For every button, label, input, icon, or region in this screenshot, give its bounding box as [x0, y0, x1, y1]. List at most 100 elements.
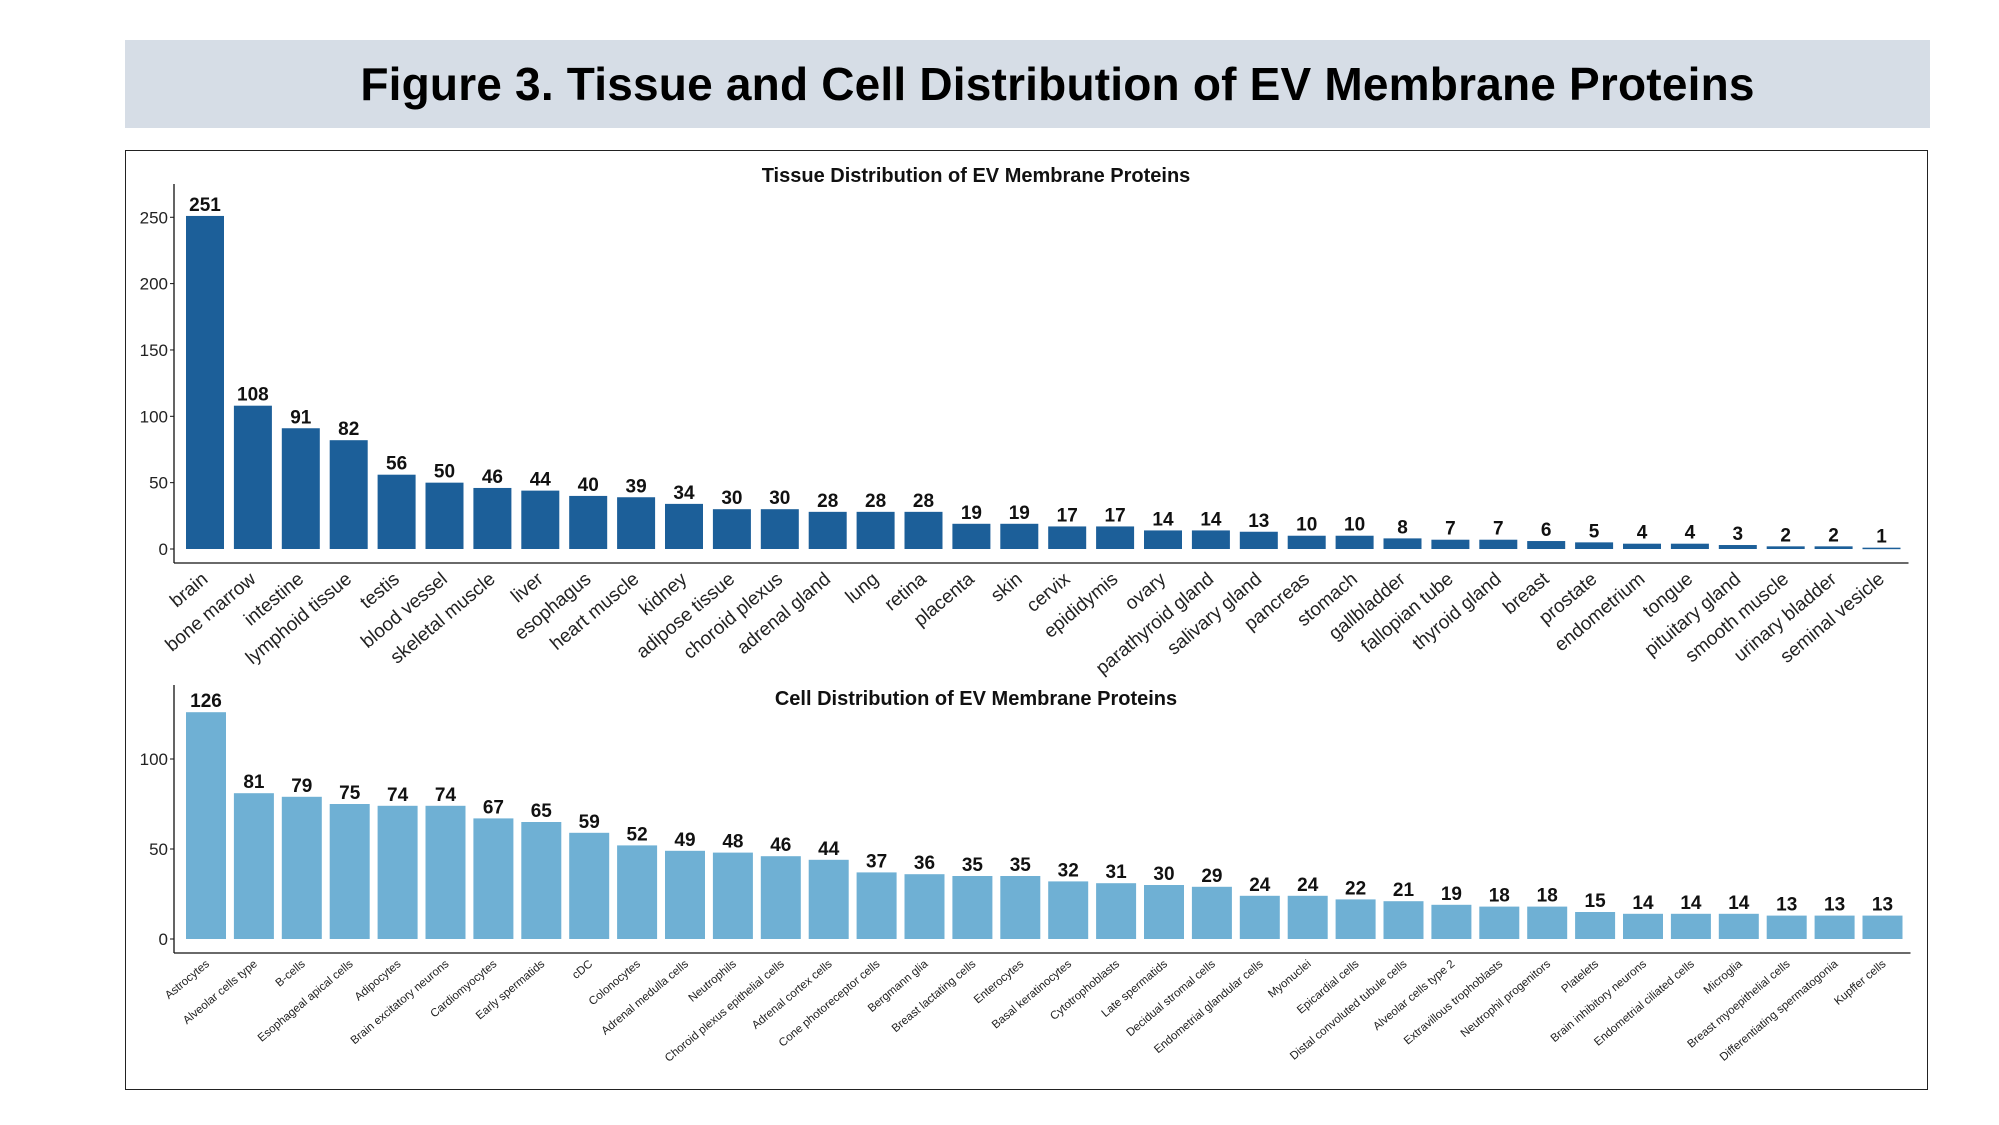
- cell-y-tick-label: 0: [159, 930, 168, 949]
- cell-category-label: Alveolar cells type 2: [1371, 958, 1457, 1033]
- tissue-value-label: 28: [817, 491, 838, 512]
- tissue-value-label: 2: [1828, 525, 1839, 546]
- tissue-value-label: 14: [1152, 509, 1174, 530]
- tissue-value-label: 8: [1397, 517, 1408, 538]
- tissue-value-label: 39: [626, 476, 647, 497]
- cell-value-label: 75: [339, 783, 361, 804]
- tissue-value-label: 56: [386, 454, 407, 475]
- cell-bar: [1144, 885, 1184, 939]
- tissue-value-label: 1: [1876, 527, 1887, 548]
- tissue-category-label: lung: [842, 569, 883, 608]
- cell-bar: [665, 850, 705, 939]
- cell-value-label: 22: [1345, 878, 1366, 899]
- tissue-bar: [856, 511, 895, 549]
- cell-value-label: 52: [627, 824, 648, 845]
- tissue-value-label: 19: [1009, 503, 1030, 524]
- cell-value-label: 14: [1632, 893, 1654, 914]
- cell-bar: [952, 876, 993, 939]
- tissue-value-label: 82: [338, 419, 359, 440]
- cell-category-label: Platelets: [1560, 958, 1602, 996]
- tissue-bar: [473, 487, 512, 549]
- cell-category-label: Neutrophil progenitors: [1459, 958, 1554, 1040]
- tissue-y-tick-label: 0: [159, 540, 168, 559]
- cell-category-label: Brain excitatory neurons: [349, 958, 452, 1047]
- cell-value-label: 13: [1824, 895, 1845, 916]
- cell-category-label: Microglia: [1702, 958, 1745, 997]
- tissue-value-label: 10: [1344, 515, 1365, 536]
- tissue-value-label: 17: [1105, 505, 1126, 526]
- tissue-bar: [569, 495, 608, 549]
- tissue-value-label: 7: [1493, 519, 1504, 540]
- tissue-bar: [1527, 541, 1566, 549]
- cell-category-label: Myonuclei: [1266, 958, 1313, 1000]
- tissue-value-label: 30: [769, 488, 790, 509]
- tissue-value-label: 6: [1541, 520, 1552, 541]
- cell-bar: [1623, 913, 1663, 939]
- tissue-bar: [617, 497, 656, 549]
- cell-value-label: 65: [531, 801, 553, 822]
- cell-value-label: 18: [1537, 886, 1558, 907]
- cell-value-label: 21: [1393, 880, 1415, 901]
- tissue-value-label: 251: [189, 195, 221, 216]
- cell-bar: [1000, 876, 1041, 939]
- tissue-value-label: 91: [290, 407, 312, 428]
- chart-frame: Tissue Distribution of EV Membrane Prote…: [125, 150, 1928, 1090]
- cell-bar: [281, 796, 322, 939]
- cell-bar: [617, 845, 658, 939]
- tissue-value-label: 46: [482, 467, 503, 488]
- cell-value-label: 15: [1585, 891, 1607, 912]
- cell-value-label: 67: [483, 797, 504, 818]
- tissue-bar: [1191, 530, 1230, 549]
- cell-value-label: 79: [291, 776, 312, 797]
- tissue-value-label: 3: [1733, 524, 1744, 545]
- cell-value-label: 126: [190, 691, 222, 712]
- tissue-value-label: 19: [961, 503, 982, 524]
- tissue-y-tick-label: 200: [140, 275, 168, 294]
- cell-category-label: Adrenal cortex cells: [750, 958, 835, 1032]
- tissue-bar: [233, 405, 272, 549]
- cell-value-label: 49: [674, 830, 695, 851]
- cell-chart-title: Cell Distribution of EV Membrane Protein…: [775, 688, 1177, 710]
- cell-bar: [473, 818, 514, 939]
- tissue-bar: [1144, 530, 1182, 549]
- tissue-value-label: 28: [865, 491, 886, 512]
- tissue-value-label: 44: [530, 470, 552, 491]
- cell-bar: [521, 822, 562, 939]
- cell-value-label: 37: [866, 851, 887, 872]
- cell-value-label: 24: [1297, 875, 1319, 896]
- cell-category-label: Kupffer cells: [1832, 958, 1888, 1008]
- cell-bar: [712, 852, 753, 939]
- tissue-bar: [521, 490, 560, 549]
- cell-bar: [377, 805, 418, 939]
- cell-bar: [186, 712, 226, 939]
- cell-value-label: 24: [1249, 875, 1271, 896]
- cell-category-label: cDC: [570, 958, 595, 982]
- cell-y-tick-label: 50: [149, 840, 168, 859]
- tissue-value-label: 2: [1780, 525, 1791, 546]
- tissue-bar: [1431, 539, 1470, 549]
- cell-bar: [1335, 899, 1376, 939]
- tissue-value-label: 7: [1445, 519, 1456, 540]
- cell-category-label: Basal keratinocytes: [990, 958, 1074, 1031]
- tissue-value-label: 17: [1057, 505, 1078, 526]
- cell-bar: [425, 805, 466, 939]
- cell-bar: [1814, 915, 1855, 939]
- cell-value-label: 19: [1441, 884, 1462, 905]
- cell-bar: [760, 856, 801, 939]
- tissue-bar: [665, 503, 703, 549]
- cell-bar: [1718, 913, 1759, 939]
- cell-value-label: 35: [962, 855, 984, 876]
- tissue-bar: [1239, 531, 1278, 549]
- cell-value-label: 74: [435, 785, 457, 806]
- tissue-bar: [1287, 535, 1326, 549]
- tissue-bar: [1383, 538, 1422, 549]
- tissue-value-label: 28: [913, 491, 934, 512]
- cell-bar: [329, 804, 370, 939]
- tissue-category-label: skin: [987, 569, 1026, 607]
- cell-bar: [904, 874, 945, 939]
- tissue-bar: [1718, 545, 1757, 549]
- cell-value-label: 13: [1776, 895, 1797, 916]
- tissue-bar: [1670, 543, 1709, 549]
- cell-bar: [1431, 904, 1472, 939]
- tissue-value-label: 108: [237, 385, 269, 406]
